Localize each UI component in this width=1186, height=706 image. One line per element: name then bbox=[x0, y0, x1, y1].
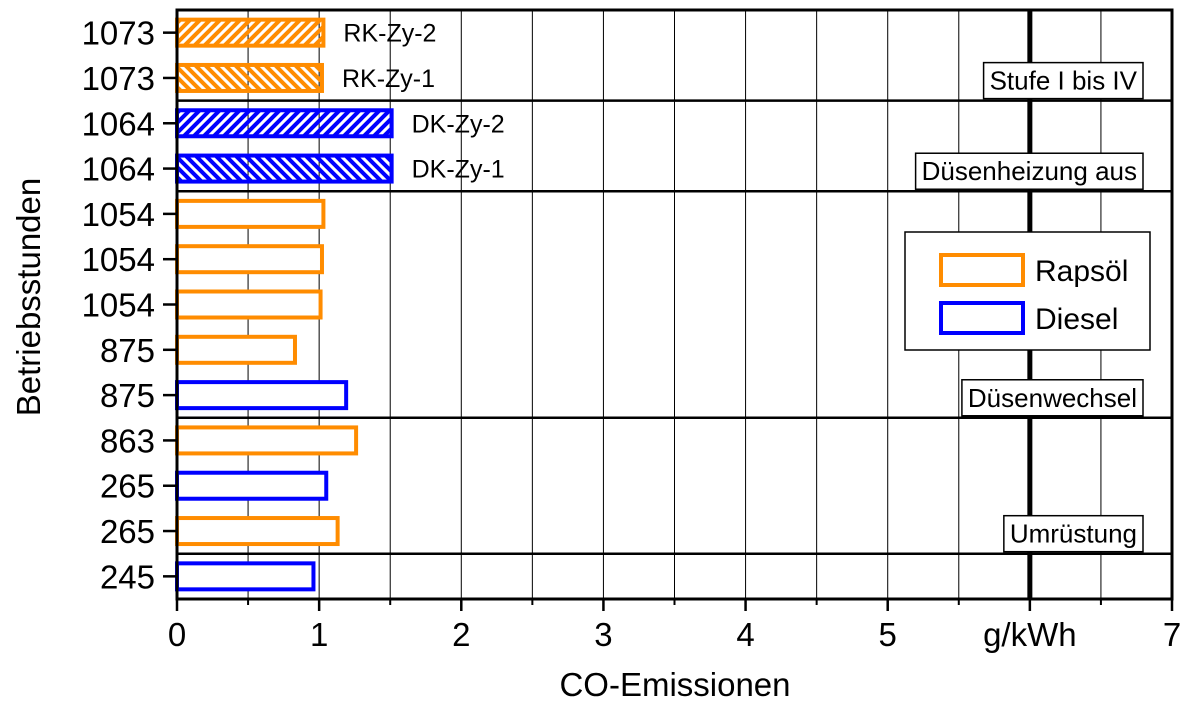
separator-label: Düsenheizung aus bbox=[922, 156, 1137, 186]
bar-label: DK-Zy-1 bbox=[412, 156, 505, 184]
separator-label-box bbox=[914, 152, 1144, 190]
y-tick-label: 1073 bbox=[82, 60, 155, 97]
separator-label: Düsenwechsel bbox=[968, 383, 1137, 413]
bar bbox=[175, 108, 394, 139]
x-tick-label: 5 bbox=[879, 616, 897, 653]
x-tick-label: 3 bbox=[594, 616, 612, 653]
y-tick-label: 875 bbox=[100, 377, 155, 414]
y-tick-label: 1054 bbox=[82, 196, 155, 233]
x-axis-title: CO-Emissionen bbox=[559, 666, 790, 703]
bar bbox=[175, 516, 340, 547]
bar bbox=[175, 334, 297, 365]
x-tick-label: g/kWh bbox=[983, 616, 1077, 653]
separator-label: Stufe I bis IV bbox=[990, 66, 1138, 96]
bar bbox=[175, 62, 324, 93]
x-tick-label: 1 bbox=[310, 616, 328, 653]
x-tick-label: 7 bbox=[1163, 616, 1181, 653]
bar bbox=[175, 289, 323, 320]
y-tick-label: 245 bbox=[100, 558, 155, 595]
bar-label: RK-Zy-2 bbox=[343, 20, 436, 48]
y-tick-label: 1064 bbox=[82, 151, 155, 188]
bar-label: DK-Zy-2 bbox=[412, 110, 505, 138]
y-tick-label: 1064 bbox=[82, 105, 155, 142]
y-tick-label: 1073 bbox=[82, 15, 155, 52]
x-tick-label: 4 bbox=[736, 616, 754, 653]
separator-label-box bbox=[961, 379, 1144, 417]
y-tick-label: 1054 bbox=[82, 241, 155, 278]
y-tick-label: 863 bbox=[100, 422, 155, 459]
separator-label-box bbox=[1003, 514, 1144, 553]
legend-label: Rapsöl bbox=[1035, 255, 1128, 288]
bar bbox=[175, 561, 316, 592]
bar bbox=[175, 470, 329, 501]
separator-label-box bbox=[982, 61, 1144, 100]
x-tick-label: 2 bbox=[452, 616, 470, 653]
legend-label: Diesel bbox=[1035, 303, 1118, 336]
bar bbox=[175, 380, 349, 411]
bar bbox=[175, 244, 324, 275]
bar-label: RK-Zy-1 bbox=[342, 65, 435, 93]
legend-swatch bbox=[939, 253, 1025, 287]
x-tick-label: 0 bbox=[168, 616, 186, 653]
legend-swatch bbox=[939, 301, 1025, 335]
y-tick-label: 875 bbox=[100, 332, 155, 369]
bar bbox=[175, 17, 326, 48]
bar bbox=[175, 198, 326, 229]
y-tick-label: 265 bbox=[100, 468, 155, 505]
bar bbox=[175, 425, 359, 456]
bar bbox=[175, 153, 394, 184]
y-axis-title: Betriebsstunden bbox=[10, 178, 47, 417]
y-tick-label: 1054 bbox=[82, 287, 155, 324]
separator-label: Umrüstung bbox=[1010, 519, 1137, 549]
y-tick-label: 265 bbox=[100, 513, 155, 550]
